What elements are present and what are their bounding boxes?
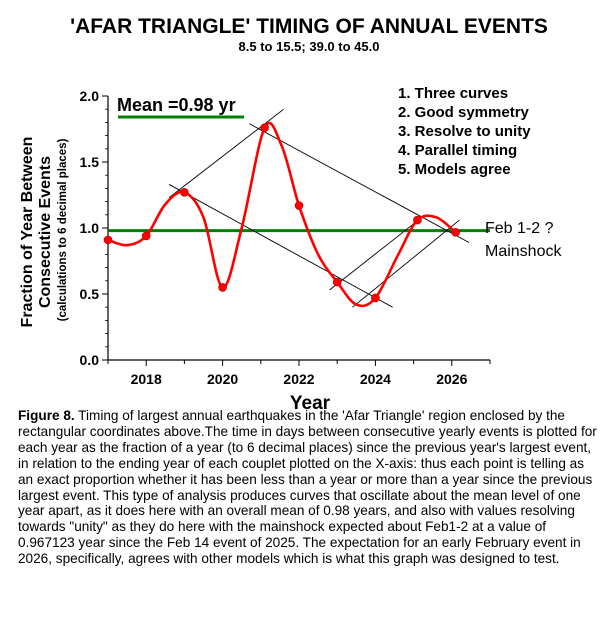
guide-line <box>168 184 393 308</box>
x-tick-label: 2022 <box>283 371 314 387</box>
x-tick-label: 2018 <box>131 371 162 387</box>
data-point <box>413 215 422 225</box>
notes-list: 1. Three curves 2. Good symmetry 3. Reso… <box>398 85 531 178</box>
y-tick-label: 2.0 <box>80 88 100 104</box>
data-point <box>103 235 113 245</box>
chart-title: 'AFAR TRIANGLE' TIMING OF ANNUAL EVENTS <box>70 15 548 38</box>
guide-line <box>249 123 470 243</box>
figure-caption: Figure 8. Timing of largest annual earth… <box>18 408 600 567</box>
data-point <box>260 123 269 132</box>
data-point <box>141 231 151 241</box>
y-tick-label: 0.0 <box>80 352 100 368</box>
data-point <box>294 201 304 210</box>
y-axis-sublabel: (calculations to 6 decimal places) <box>57 138 69 321</box>
y-axis-label-line: Consecutive Events <box>37 156 54 308</box>
x-axis-label: Year <box>290 393 331 410</box>
data-point <box>218 283 227 292</box>
y-tick-label: 1.5 <box>80 154 100 170</box>
data-point <box>180 188 189 197</box>
data-point <box>332 277 342 287</box>
guide-line <box>168 108 284 198</box>
guide-line <box>329 214 426 291</box>
y-axis-label-line: Fraction of Year Between <box>19 137 36 328</box>
data-point <box>451 228 460 237</box>
note-item: 3. Resolve to unity <box>398 123 531 140</box>
x-tick-label: 2026 <box>436 371 467 387</box>
note-item: 2. Good symmetry <box>398 104 530 121</box>
note-item: 5. Models agree <box>398 161 511 178</box>
data-curve <box>107 121 457 308</box>
y-tick-label: 1.0 <box>80 220 100 236</box>
x-tick-label: 2020 <box>207 371 238 387</box>
mean-label: Mean =0.98 yr <box>117 95 236 115</box>
guide-line <box>352 219 460 308</box>
data-point <box>371 293 380 303</box>
y-tick-label: 0.5 <box>80 286 100 302</box>
x-tick-label: 2024 <box>360 371 391 387</box>
note-item: 4. Parallel timing <box>398 142 517 159</box>
chart: 'AFAR TRIANGLE' TIMING OF ANNUAL EVENTS … <box>19 15 562 410</box>
chart-subtitle: 8.5 to 15.5; 39.0 to 45.0 <box>239 39 380 54</box>
annotation-line1: Feb 1-2 ? <box>485 220 554 237</box>
caption-label: Figure 8. <box>18 408 75 423</box>
note-item: 1. Three curves <box>398 85 508 102</box>
plot-area: 0.0 0.5 1.0 1.5 2.0 2018 2020 2022 2024 2026 <box>80 88 491 387</box>
annotation-line2: Mainshock <box>485 243 562 260</box>
caption-text: Timing of largest annual earthquakes in … <box>18 408 597 567</box>
